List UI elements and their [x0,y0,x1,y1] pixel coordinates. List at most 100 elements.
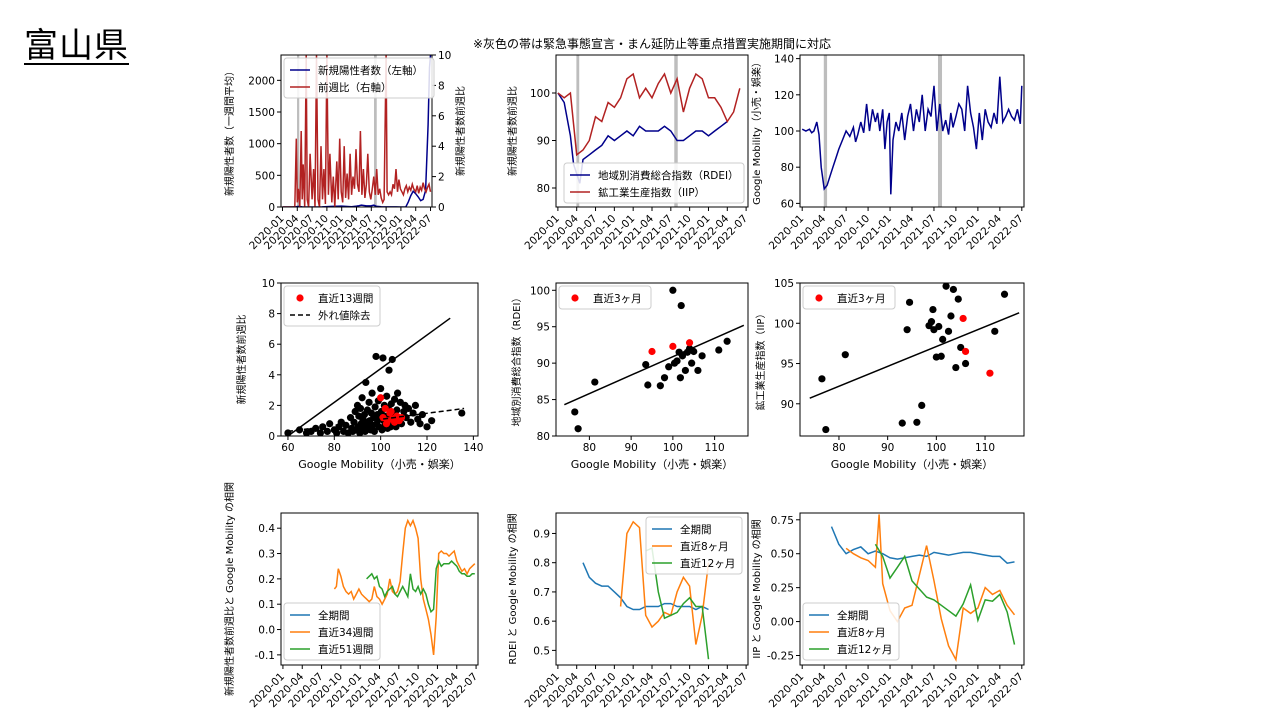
legend-swatch [815,294,823,302]
y2-tick-label: 6 [438,111,445,123]
point-black [905,298,914,306]
point-black [644,381,652,389]
plot-area [809,283,1020,434]
legend-label: 全期間 [318,609,350,622]
y-tick-label: 2 [268,400,275,412]
legend-label: 前週比（右軸） [318,81,392,94]
point-black [942,283,950,290]
point-black [673,357,681,365]
point-black [913,418,921,426]
y-tick-label: 0.7 [533,587,550,599]
point-black [358,394,366,402]
y-tick-label: 0.2 [258,574,275,586]
panel-cases: 2020-012020-042020-072020-102021-012021-… [223,50,467,252]
point-black [818,375,826,383]
point-black [393,389,402,397]
point-black [404,404,413,413]
y-axis-label: 鉱工業生産指数（IIP） [754,309,767,411]
point-black [690,347,698,356]
legend-box [563,162,745,204]
point-black [407,418,415,426]
x-tick-label: 80 [328,442,341,454]
y-tick-label: 90 [781,399,794,411]
point-black [841,351,849,359]
point-black [947,312,955,320]
y-tick-label: 0.5 [533,645,550,657]
legend-label: 直近8ヶ月 [680,540,729,553]
axes-frame [799,54,1025,208]
y-axis-label: 新規陽性者数（一週間平均） [223,66,236,196]
point-black [822,425,830,434]
point-black [416,420,424,428]
x-tick-label: 80 [583,442,596,454]
series-line [333,518,476,655]
axes-frame [280,282,479,437]
y-tick-label: 80 [537,183,550,195]
y-tick-label: 120 [774,90,794,102]
axes-frame [799,282,1025,437]
panel-mobility: 2020-012020-042020-072020-102021-012021-… [750,54,1026,253]
point-black [458,409,466,417]
legend-box [283,285,381,327]
point-red [961,347,970,356]
y-tick-label: 140 [774,54,794,66]
series-line [557,72,741,157]
panel-scatter_rdei: 80 90 100 110 Google Mobility（小売・娯楽） 80 85 90 95… [510,282,749,471]
legend-box [558,285,652,310]
point-black [681,366,689,375]
point-black [952,363,960,372]
point-black [676,374,684,382]
y-axis-label: 新規陽性者数前週比 [235,315,248,405]
point-black [370,427,379,436]
point-black [949,285,957,294]
point-black [954,295,962,303]
point-black [918,401,926,409]
x-tick-label: 100 [926,442,946,454]
y-tick-label: 0 [268,202,275,214]
legend-label: 直近51週間 [318,643,373,656]
y-tick-label: 8 [268,309,275,321]
y-tick-label: 0.8 [533,558,550,570]
y-tick-label: 60 [781,198,794,210]
shade-band [374,55,377,207]
fit-line [564,324,745,406]
x-axis-label: Google Mobility（小売・娯楽） [298,457,460,471]
legend-swatch [296,294,304,302]
series-line [801,76,1023,195]
y2-tick-label: 10 [438,50,451,62]
y-tick-label: 10 [262,278,275,290]
legend-label: 全期間 [837,609,869,622]
y2-tick-label: 0 [438,202,445,214]
y-axis-label: IIP と Google Mobility の相関 [750,519,763,658]
y-tick-label: 100 [774,126,794,138]
legend-label: 直近13週間 [318,292,373,305]
y-tick-label: 0.1 [258,599,275,611]
series-line [874,543,1016,645]
y-axis-label: Google Mobility（小売・娯楽） [750,57,763,205]
point-black [937,352,945,360]
series-line [366,559,475,614]
x-axis-label: Google Mobility（小売・娯楽） [831,457,993,471]
y2-axis-label: 新規陽性者数前週比 [454,86,467,176]
point-black [423,423,431,431]
point-black [688,359,696,367]
series-line [282,55,432,207]
y-axis-label: 新規陽性者数前週比と Google Mobility の相関 [223,482,236,696]
y2-tick-label: 4 [438,141,445,153]
y-tick-label: 4 [268,370,275,382]
y-tick-label: 0.6 [533,616,550,628]
point-black [903,326,911,334]
y-tick-label: 80 [781,162,794,174]
point-black [991,327,999,335]
plot-area [801,55,1023,207]
y-tick-label: 105 [774,278,794,290]
axes-frame [555,282,749,437]
point-red [381,404,389,413]
legend-label: 直近12ヶ月 [837,643,892,656]
x-axis-label: Google Mobility（小売・娯楽） [571,457,733,471]
point-black [393,406,401,414]
series-line [845,514,1016,662]
x-tick-label: 100 [371,442,391,454]
point-black [898,419,906,427]
